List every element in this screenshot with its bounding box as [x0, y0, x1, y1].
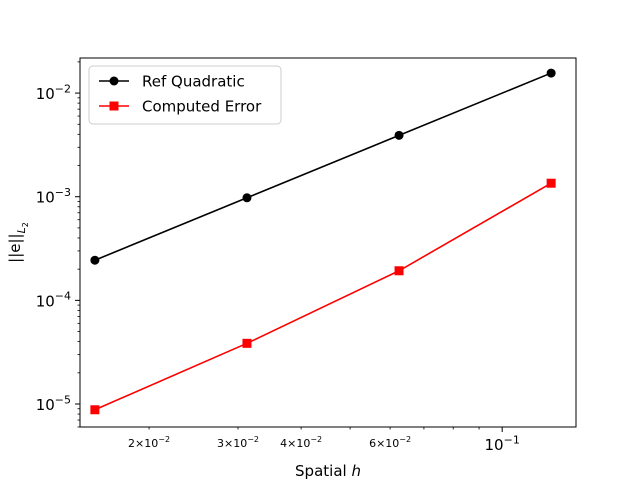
y-axis: 10−5 10−4 10−3 10−2 — [36, 61, 80, 428]
legend-label: Ref Quadratic — [142, 73, 245, 91]
x-axis-label: Spatial h — [295, 462, 361, 480]
legend-marker-square — [109, 101, 119, 111]
x-tick-label: 2×10−2 — [128, 435, 170, 450]
x-tick-label: 3×10−2 — [217, 435, 259, 450]
plot-frame — [79, 57, 577, 428]
series-line-0 — [94, 72, 552, 261]
legend-box — [88, 65, 282, 125]
y-tick-label: 10−4 — [36, 290, 71, 311]
data-point-square — [546, 178, 556, 188]
x-tick-label: 4×10−2 — [280, 435, 322, 450]
y-tick-label: 10−3 — [36, 186, 71, 207]
x-tick-label: 10−1 — [485, 433, 520, 454]
y-tick-label: 10−2 — [36, 82, 71, 103]
x-tick-label: 6×10−2 — [369, 435, 411, 450]
data-point-circle — [394, 130, 404, 140]
legend: Ref Quadratic Computed Error — [88, 65, 282, 125]
legend-label: Computed Error — [142, 98, 262, 116]
data-point-square — [90, 405, 100, 415]
data-point-square — [394, 266, 404, 276]
plot-area — [79, 57, 577, 428]
series-layer — [90, 68, 556, 415]
data-point-circle — [90, 255, 100, 265]
data-point-square — [242, 338, 252, 348]
x-axis: 10−1 2×10−2 3×10−2 4×10−2 6×10−2 — [128, 427, 520, 454]
y-axis-label: ||e||L2 — [6, 222, 30, 263]
y-tick-label: 10−5 — [36, 393, 71, 414]
data-point-circle — [242, 193, 252, 203]
legend-marker-circle — [109, 76, 119, 86]
series-line-1 — [94, 182, 552, 411]
data-point-circle — [546, 68, 556, 78]
